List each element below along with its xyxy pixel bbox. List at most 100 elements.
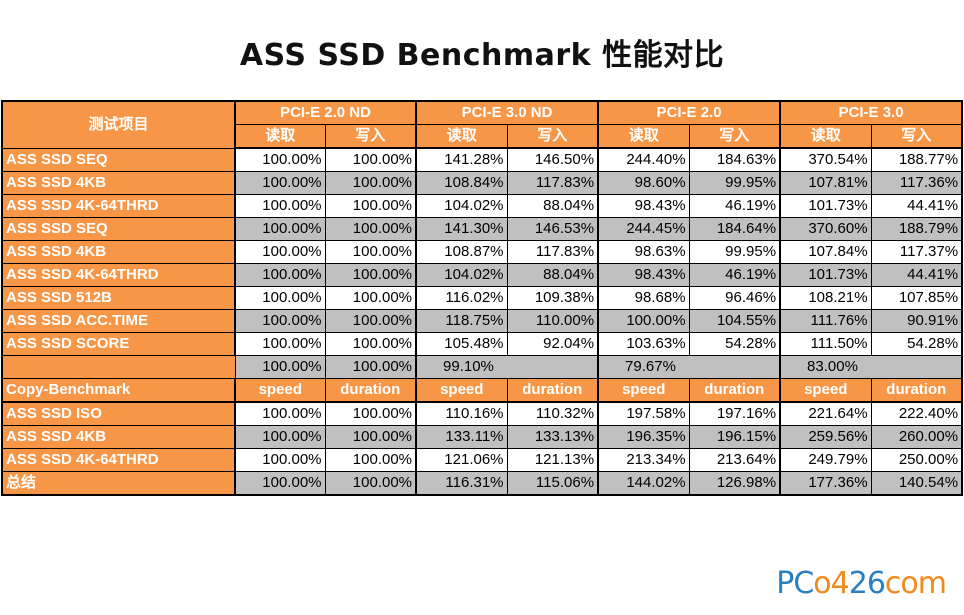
cell-value: 221.64% <box>779 401 872 426</box>
cell-value: 83.00% <box>779 355 963 379</box>
cell-value: 96.46% <box>688 286 781 310</box>
cell-value: 101.73% <box>779 194 872 218</box>
cell-value: 100.00% <box>234 263 326 287</box>
cell-value: 104.55% <box>688 309 781 333</box>
cell-value: 100.00% <box>234 401 326 426</box>
cell-value: 117.37% <box>870 240 963 264</box>
copy-sub-header: speed <box>234 378 326 403</box>
cell-value: 111.76% <box>779 309 872 333</box>
cell-value: 370.60% <box>779 217 872 241</box>
cell-value: 100.00% <box>324 217 417 241</box>
cell-value: 100.00% <box>324 448 417 472</box>
cell-value: 54.28% <box>688 332 781 356</box>
cell-value: 100.00% <box>324 171 417 195</box>
cell-value: 133.11% <box>415 425 508 449</box>
cell-value: 99.95% <box>688 171 781 195</box>
cell-value: 144.02% <box>597 471 690 496</box>
cell-value: 105.48% <box>415 332 508 356</box>
cell-value: 44.41% <box>870 194 963 218</box>
cell-value: 100.00% <box>324 263 417 287</box>
cell-value: 46.19% <box>688 194 781 218</box>
cell-value: 116.02% <box>415 286 508 310</box>
group-header: PCI-E 2.0 ND <box>233 100 417 125</box>
cell-value: 100.00% <box>324 240 417 264</box>
cell-value: 101.73% <box>779 263 872 287</box>
cell-value: 100.00% <box>234 171 326 195</box>
row-label: 总结 <box>1 471 236 496</box>
cell-value: 249.79% <box>779 448 872 472</box>
cell-value: 100.00% <box>597 309 690 333</box>
cell-value: 188.79% <box>870 217 963 241</box>
logo-part-3: 26 <box>848 566 886 601</box>
row-label: ASS SSD ISO <box>1 401 236 426</box>
cell-value: 54.28% <box>870 332 963 356</box>
chart-title: ASS SSD Benchmark 性能对比 <box>239 38 725 73</box>
copy-sub-header: duration <box>870 378 963 403</box>
group-header: PCI-E 2.0 <box>597 100 781 125</box>
cell-value: 98.68% <box>597 286 690 310</box>
cell-value: 108.84% <box>415 171 508 195</box>
table-row: ASS SSD SEQ 100.00% 100.00% 141.28% 146.50% 2… <box>1 147 963 172</box>
copy-sub-header: speed <box>415 378 508 403</box>
cell-value: 104.02% <box>415 194 508 218</box>
copy-sub-header: speed <box>779 378 872 403</box>
cell-value: 133.13% <box>506 425 599 449</box>
cell-value: 100.00% <box>234 217 326 241</box>
cell-value: 100.00% <box>234 332 326 356</box>
cell-value: 146.53% <box>506 217 599 241</box>
copy-sub-header: duration <box>324 378 417 403</box>
cell-value: 100.00% <box>234 194 326 218</box>
cell-value: 100.00% <box>234 425 326 449</box>
copy-header-row: Copy-Benchmark speed duration speed duration… <box>1 378 963 403</box>
cell-value: 184.63% <box>688 147 781 172</box>
cell-value: 107.81% <box>779 171 872 195</box>
cell-value: 99.10% <box>415 355 599 379</box>
table-row: ASS SSD SCORE 100.00% 100.00% 105.48% 92.04%… <box>1 332 963 356</box>
cell-value: 109.38% <box>506 286 599 310</box>
sub-header: 读取 <box>415 124 508 149</box>
corner-header: 测试项目 <box>1 100 236 149</box>
cell-value: 44.41% <box>870 263 963 287</box>
table-row: ASS SSD 4KB 100.00% 100.00% 108.87% 117.83% 9… <box>1 240 963 264</box>
copy-sub-header: duration <box>506 378 599 403</box>
cell-value: 107.85% <box>870 286 963 310</box>
cell-value: 141.30% <box>415 217 508 241</box>
cell-value: 244.40% <box>597 147 690 172</box>
subtotal-row: 100.00% 100.00% 99.10% 79.67% 83.00% <box>1 355 963 379</box>
cell-value: 126.98% <box>688 471 781 496</box>
table-row: ASS SSD 4K-64THRD 100.00% 100.00% 121.06% 12… <box>1 448 963 472</box>
row-label: ASS SSD 512B <box>1 286 236 310</box>
logo-part-4: com <box>884 566 947 601</box>
cell-value: 100.00% <box>324 286 417 310</box>
cell-value: 104.02% <box>415 263 508 287</box>
table-row: ASS SSD ISO 100.00% 100.00% 110.16% 110.32% 1… <box>1 401 963 426</box>
row-label: ASS SSD SEQ <box>1 147 236 172</box>
cell-value: 196.35% <box>597 425 690 449</box>
logo-part-2: o4 <box>813 566 849 601</box>
row-label: ASS SSD 4KB <box>1 240 236 264</box>
cell-value: 100.00% <box>234 240 326 264</box>
sub-header: 写入 <box>688 124 781 149</box>
cell-value: 141.28% <box>415 147 508 172</box>
table-row: ASS SSD SEQ 100.00% 100.00% 141.30% 146.53% 2… <box>1 217 963 241</box>
sub-header: 写入 <box>506 124 599 149</box>
cell-value: 121.06% <box>415 448 508 472</box>
cell-value: 222.40% <box>870 401 963 426</box>
cell-value: 100.00% <box>234 448 326 472</box>
sub-header: 写入 <box>324 124 417 149</box>
cell-value: 103.63% <box>597 332 690 356</box>
cell-value: 115.06% <box>506 471 599 496</box>
cell-value: 98.43% <box>597 194 690 218</box>
row-label: ASS SSD ACC.TIME <box>1 309 236 333</box>
cell-value: 250.00% <box>870 448 963 472</box>
cell-value: 100.00% <box>234 471 326 496</box>
row-label: ASS SSD 4KB <box>1 171 236 195</box>
cell-value: 100.00% <box>324 401 417 426</box>
cell-value: 177.36% <box>779 471 872 496</box>
cell-value: 100.00% <box>324 332 417 356</box>
cell-value: 260.00% <box>870 425 963 449</box>
cell-value: 184.64% <box>688 217 781 241</box>
cell-value: 117.36% <box>870 171 963 195</box>
row-label: ASS SSD SEQ <box>1 217 236 241</box>
sub-header: 读取 <box>234 124 326 149</box>
